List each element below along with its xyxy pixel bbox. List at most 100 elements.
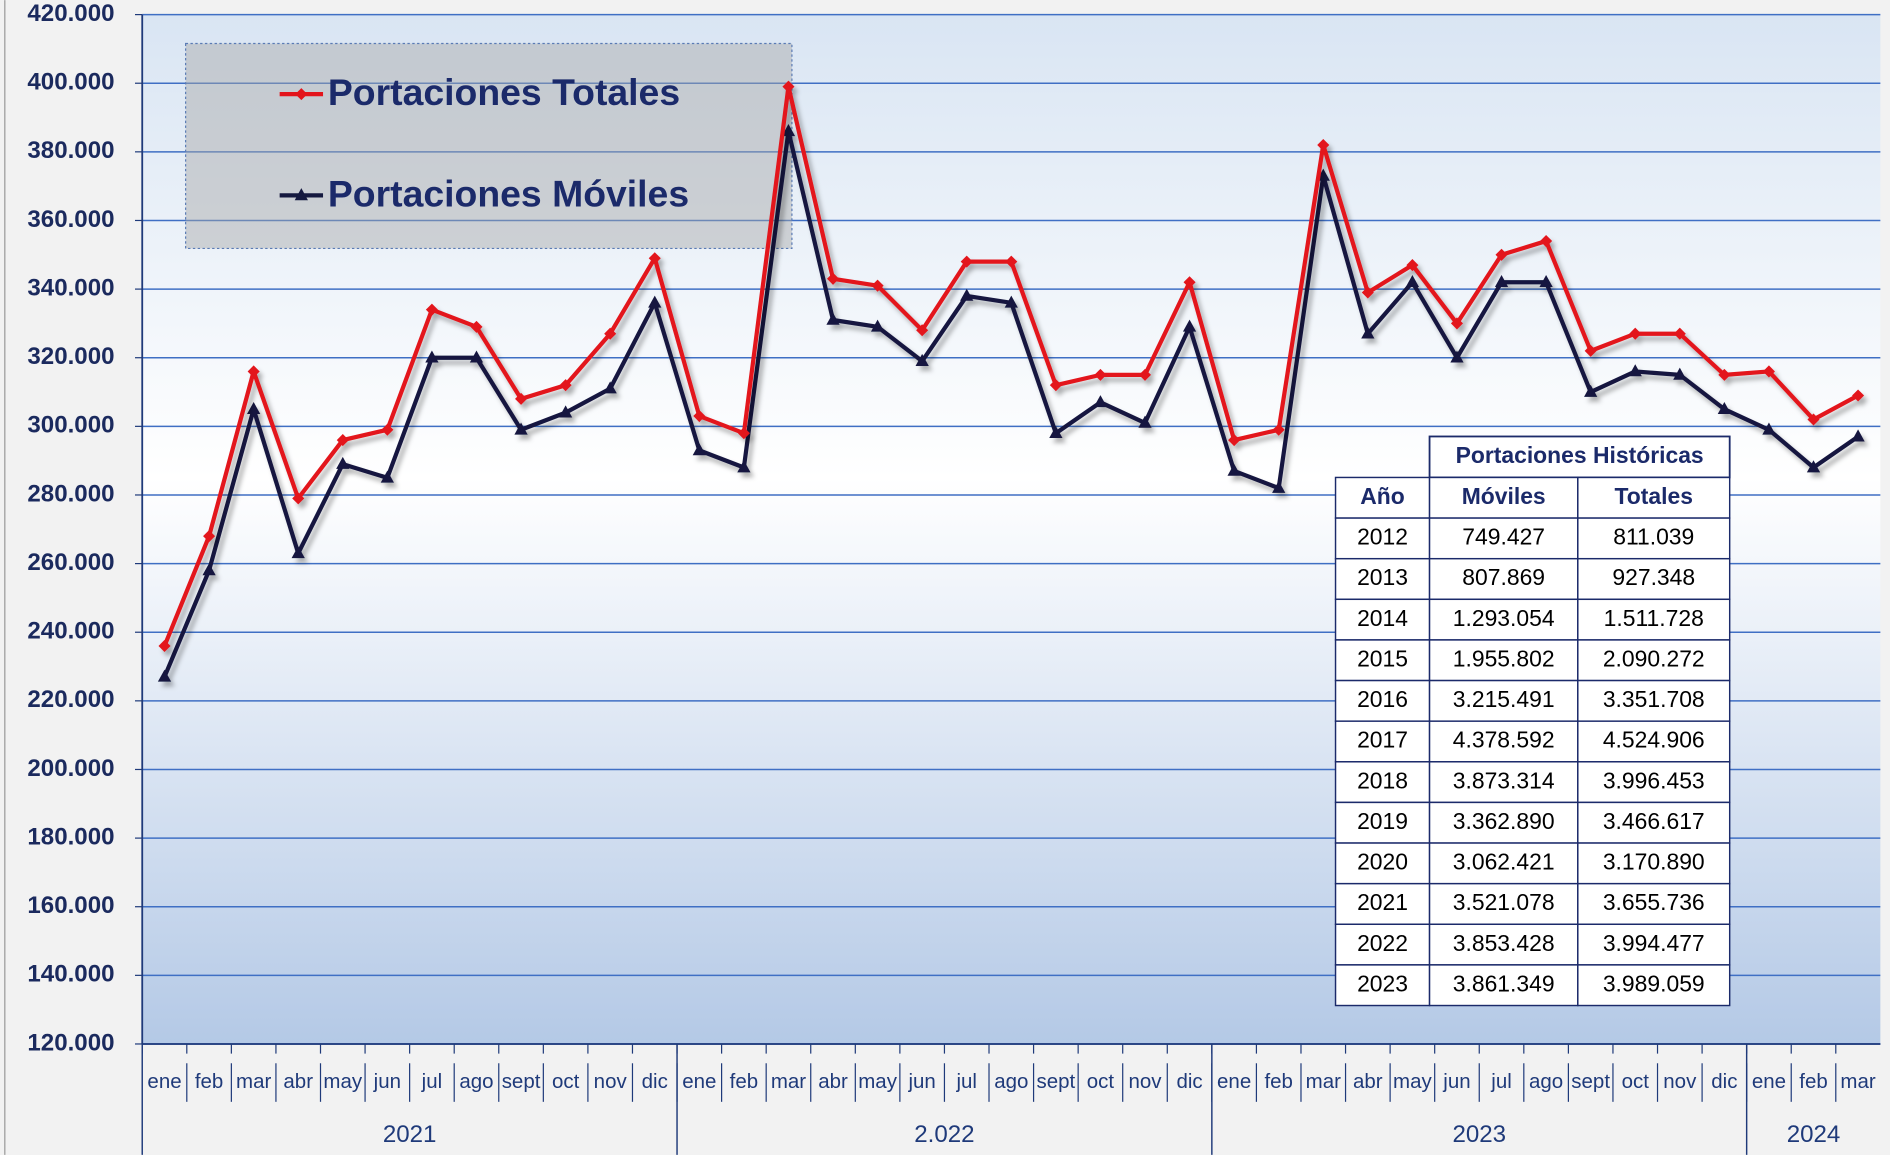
- table-cell-text: 4.524.906: [1603, 727, 1705, 753]
- x-tick-label: ago: [459, 1070, 493, 1093]
- series: [157, 124, 1865, 682]
- x-tick-label: ene: [147, 1070, 181, 1093]
- table-cell-text: 3.170.890: [1603, 849, 1705, 875]
- group-label: 2021: [383, 1121, 437, 1148]
- data-point: [295, 88, 308, 101]
- y-tick-label: 120.000: [27, 1029, 114, 1056]
- x-tick-label: ene: [1752, 1070, 1786, 1093]
- data-point: [1628, 364, 1642, 377]
- table-cell-text: 2013: [1357, 564, 1408, 590]
- table-cell: [1428, 801, 1579, 844]
- x-tick-label: dic: [642, 1070, 668, 1093]
- data-point: [1094, 368, 1107, 381]
- table-cell-text: 2012: [1357, 524, 1408, 550]
- table-cell-text: 3.362.890: [1453, 808, 1555, 834]
- data-point: [648, 295, 662, 308]
- data-point: [1405, 275, 1420, 288]
- table-cell-text: 3.351.708: [1603, 686, 1705, 712]
- x-tick-label: feb: [730, 1070, 758, 1093]
- data-point: [692, 443, 706, 456]
- y-tick-label: 380.000: [27, 137, 114, 164]
- table-header: Totales: [1615, 483, 1693, 509]
- data-point: [1228, 434, 1241, 447]
- y-tick-label: 420.000: [27, 0, 114, 27]
- y-tick-label: 280.000: [27, 480, 114, 507]
- table-cell: [1577, 679, 1731, 722]
- x-tick-label: nov: [594, 1070, 628, 1093]
- data-point: [1450, 350, 1464, 363]
- x-tick-label: mar: [1306, 1070, 1341, 1093]
- table-cell: [1334, 720, 1431, 763]
- table-cell: [1428, 720, 1579, 763]
- y-tick-label: 160.000: [27, 892, 114, 919]
- x-tick-label: oct: [552, 1070, 580, 1093]
- x-tick-label: jul: [955, 1070, 977, 1093]
- data-point: [247, 365, 260, 378]
- table-cell: [1428, 639, 1579, 682]
- table-cell: [1428, 598, 1579, 641]
- table-cell: [1334, 923, 1431, 966]
- table-cell-text: 3.521.078: [1453, 889, 1555, 915]
- y-tick-label: 220.000: [27, 686, 114, 713]
- table-cell-text: 2023: [1357, 970, 1408, 996]
- table-cell-text: 2020: [1357, 849, 1408, 875]
- x-tick-label: ago: [994, 1070, 1028, 1093]
- table-cell-text: 1.511.728: [1604, 605, 1704, 631]
- data-point: [1718, 368, 1731, 381]
- table-cell: [1577, 842, 1731, 885]
- x-tick-label: jun: [907, 1070, 935, 1093]
- x-tick-label: feb: [1799, 1070, 1827, 1093]
- data-point: [294, 188, 308, 201]
- table-header-cell: [1334, 476, 1431, 519]
- data-point: [470, 320, 483, 333]
- table-cell: [1334, 761, 1431, 804]
- table-cell-text: 3.466.617: [1603, 808, 1705, 834]
- data-point: [1629, 327, 1642, 340]
- x-tick-label: sept: [1571, 1070, 1610, 1093]
- data-point: [1049, 379, 1062, 392]
- data-point: [291, 546, 305, 559]
- data-point: [1049, 425, 1063, 439]
- y-tick-label: 200.000: [27, 755, 114, 782]
- x-tick-label: jun: [373, 1070, 401, 1093]
- data-point: [558, 405, 573, 418]
- group-label: 2.022: [914, 1121, 974, 1148]
- x-tick-label: nov: [1663, 1070, 1697, 1093]
- x-tick-label: oct: [1622, 1070, 1650, 1093]
- legend-label: Portaciones Totales: [328, 71, 680, 113]
- data-point: [1361, 286, 1374, 299]
- table-cell: [1428, 761, 1579, 804]
- table-cell-text: 3.989.059: [1603, 970, 1705, 996]
- y-tick-label: 240.000: [27, 618, 114, 645]
- x-tick-label: mar: [236, 1070, 271, 1093]
- data-point: [871, 279, 884, 292]
- x-tick-label: abr: [1353, 1070, 1383, 1093]
- data-point: [292, 492, 305, 505]
- x-tick-label: dic: [1711, 1070, 1737, 1093]
- data-point: [960, 288, 974, 301]
- data-point: [1227, 463, 1241, 476]
- table-cell: [1577, 761, 1731, 804]
- x-tick-label: abr: [818, 1070, 848, 1093]
- table-cell-text: 3.994.477: [1603, 930, 1705, 956]
- data-point: [1762, 422, 1776, 435]
- x-tick-label: ene: [1217, 1070, 1251, 1093]
- table-cell-text: 3.215.491: [1453, 686, 1555, 712]
- data-point: [1317, 138, 1330, 152]
- table-cell-text: 3.655.736: [1603, 889, 1705, 915]
- table-cell-text: 927.348: [1612, 564, 1695, 590]
- data-point: [1673, 327, 1686, 340]
- data-point: [336, 434, 349, 447]
- table-cell-text: 1.293.054: [1453, 605, 1555, 631]
- data-point: [826, 312, 840, 325]
- data-point: [960, 255, 973, 268]
- table-cell-text: 811.039: [1613, 524, 1694, 550]
- data-point: [604, 327, 617, 340]
- data-point: [1183, 276, 1196, 289]
- table-cell-text: 3.853.428: [1453, 930, 1555, 956]
- x-tick-label: sept: [502, 1070, 541, 1093]
- x-tick-label: may: [1393, 1070, 1432, 1093]
- table-cell-text: 2017: [1357, 727, 1408, 753]
- data-point: [247, 401, 261, 415]
- table-cell-text: 807.869: [1462, 564, 1545, 590]
